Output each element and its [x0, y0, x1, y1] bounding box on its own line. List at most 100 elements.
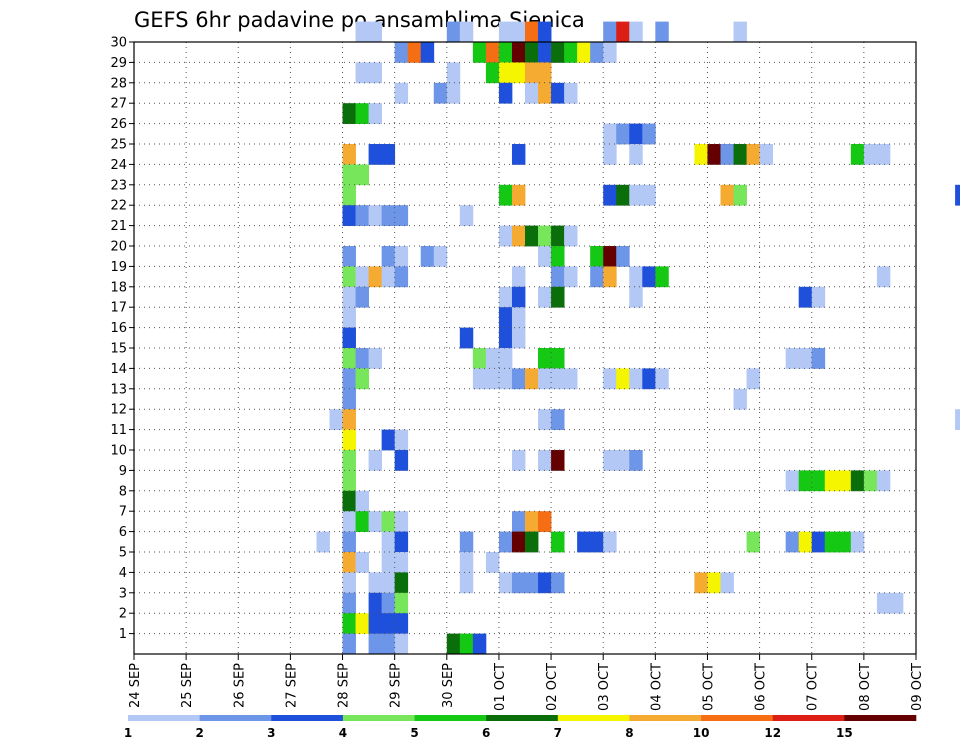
ensemble-cell — [342, 592, 356, 614]
ensemble-cell — [342, 490, 356, 512]
legend-label: 12 — [764, 726, 781, 740]
ensemble-cell — [394, 633, 409, 655]
ensemble-cell — [603, 368, 617, 390]
ensemble-cell — [642, 368, 656, 390]
ensemble-cell — [342, 552, 356, 573]
y-tick-label: 3 — [119, 586, 127, 601]
x-tick-label: 03 OCT — [597, 663, 612, 711]
y-tick-label: 6 — [119, 525, 127, 540]
ensemble-cell — [655, 21, 669, 43]
legend-swatch — [414, 715, 487, 721]
ensemble-cell — [511, 144, 526, 165]
ensemble-cell — [811, 470, 826, 492]
ensemble-cell — [616, 368, 630, 390]
ensemble-cell — [342, 164, 356, 186]
ensemble-cell — [577, 42, 591, 63]
ensemble-cell — [551, 82, 565, 104]
ensemble-cell — [394, 205, 409, 226]
ensemble-cell — [551, 246, 565, 267]
ensemble-cell — [590, 42, 604, 63]
ensemble-cell — [629, 286, 643, 308]
ensemble-cell — [876, 592, 891, 614]
legend-swatch — [701, 715, 774, 721]
ensemble-cell — [511, 286, 526, 308]
ensemble-cell — [733, 388, 747, 410]
ensemble-cell — [603, 123, 617, 145]
ensemble-cell — [525, 572, 539, 594]
grid-lines — [134, 42, 916, 654]
ensemble-cell — [629, 123, 643, 145]
ensemble-cell — [603, 21, 617, 43]
ensemble-cell — [511, 511, 526, 532]
y-tick-label: 5 — [119, 546, 127, 561]
ensemble-cell — [472, 348, 487, 369]
ensemble-cell — [551, 266, 565, 288]
ensemble-cell — [498, 286, 513, 308]
ensemble-cell — [368, 348, 383, 369]
ensemble-cell — [538, 368, 552, 390]
ensemble-cell — [694, 572, 708, 594]
ensemble-cell — [616, 184, 630, 206]
ensemble-cell — [498, 82, 513, 104]
ensemble-cell — [381, 552, 396, 573]
x-tick-label: 04 OCT — [649, 663, 664, 711]
ensemble-cell — [798, 470, 813, 492]
y-tick-label: 30 — [110, 36, 127, 51]
ensemble-cell — [824, 470, 839, 492]
x-tick-label: 25 SEP — [180, 663, 195, 708]
ensemble-cell — [590, 246, 604, 267]
ensemble-cell — [355, 266, 369, 288]
ensemble-cell — [459, 633, 474, 655]
y-tick-label: 27 — [110, 97, 127, 112]
y-tick-label: 12 — [110, 403, 127, 418]
ensemble-cell — [616, 21, 630, 43]
y-tick-label: 4 — [119, 566, 127, 581]
ensemble-cell — [355, 613, 369, 634]
ensemble-cell — [811, 531, 826, 553]
ensemble-cell — [342, 184, 356, 206]
legend-swatch — [557, 715, 630, 721]
ensemble-cell — [342, 307, 356, 328]
ensemble-cell — [368, 205, 383, 226]
ensemble-cell — [342, 531, 356, 553]
ensemble-cell — [616, 123, 630, 145]
ensemble-cell — [629, 368, 643, 390]
ensemble-cell — [381, 633, 396, 655]
ensemble-cell — [459, 531, 474, 553]
legend-swatch — [271, 715, 344, 721]
ensemble-cell — [642, 266, 656, 288]
ensemble-cell — [381, 144, 396, 165]
ensemble-cell — [525, 225, 539, 247]
ensemble-cell — [850, 470, 865, 492]
ensemble-cell — [733, 144, 747, 165]
ensemble-cell — [342, 368, 356, 390]
x-tick-label: 29 SEP — [389, 663, 404, 708]
ensemble-cell — [538, 450, 552, 471]
legend-label: 7 — [554, 726, 562, 740]
ensemble-cell — [746, 531, 760, 553]
ensemble-cell — [342, 572, 356, 594]
ensemble-cell — [394, 450, 409, 471]
x-tick-label: 05 OCT — [701, 663, 716, 711]
ensemble-cell — [342, 511, 356, 532]
legend-label: 2 — [195, 726, 203, 740]
ensemble-cell — [433, 82, 448, 104]
ensemble-cell — [459, 572, 474, 594]
y-tick-label: 24 — [110, 158, 127, 173]
ensemble-cell — [446, 82, 461, 104]
ensemble-cell — [798, 286, 813, 308]
y-tick-label: 1 — [119, 627, 127, 642]
ensemble-cell — [511, 266, 526, 288]
x-tick-label: 01 OCT — [493, 663, 508, 711]
ensemble-cell — [459, 327, 474, 349]
ensemble-cell — [498, 368, 513, 390]
ensemble-cell — [342, 348, 356, 369]
ensemble-cell — [472, 368, 487, 390]
ensemble-cell — [355, 348, 369, 369]
ensemble-cell — [551, 286, 565, 308]
ensemble-cell — [498, 42, 513, 63]
ensemble-cell — [551, 572, 565, 594]
ensemble-cell — [368, 450, 383, 471]
y-tick-label: 9 — [119, 464, 127, 479]
